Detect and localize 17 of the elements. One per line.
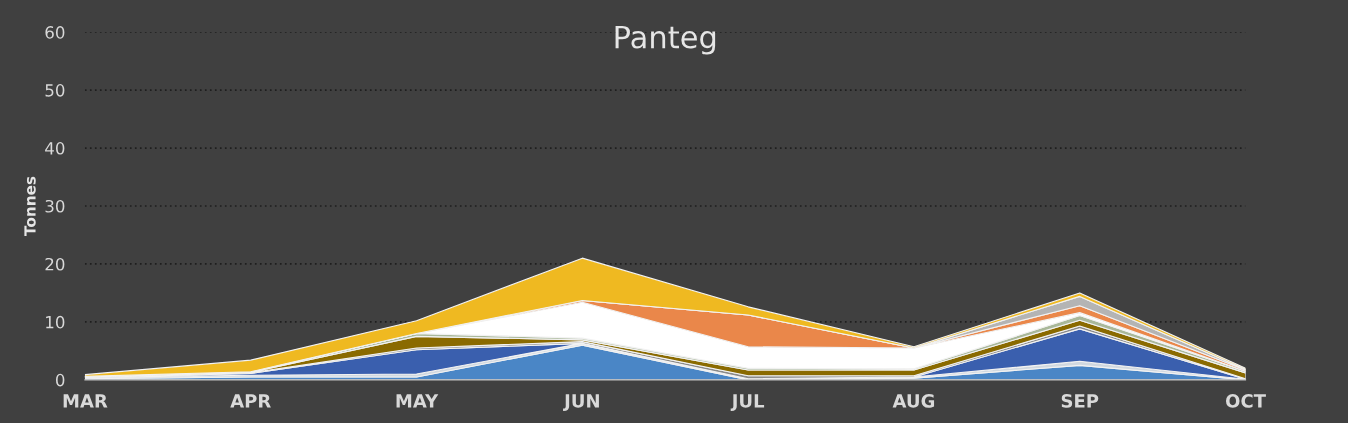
y-tick-label: 40 [45, 142, 65, 155]
y-tick-label: 20 [45, 257, 65, 271]
x-tick-label: JUL [730, 394, 765, 412]
y-tick-label: 50 [45, 84, 65, 97]
y-axis-title: Tonnes [24, 176, 36, 236]
x-tick-label: APR [230, 394, 271, 408]
x-tick-label: AUG [892, 394, 935, 408]
x-tick-label: MAR [63, 394, 108, 408]
y-tick-label: 30 [45, 199, 65, 213]
x-tick-label: SEP [1061, 394, 1099, 408]
y-tick-label: 10 [46, 315, 65, 329]
y-tick-label: 60 [45, 26, 65, 39]
chart-title: Panteg [615, 25, 716, 55]
x-tick-label: JUN [563, 394, 599, 412]
x-tick-label: OCT [1225, 394, 1266, 408]
y-tick-label: 0 [55, 373, 65, 387]
x-tick-label: MAY [396, 394, 439, 408]
